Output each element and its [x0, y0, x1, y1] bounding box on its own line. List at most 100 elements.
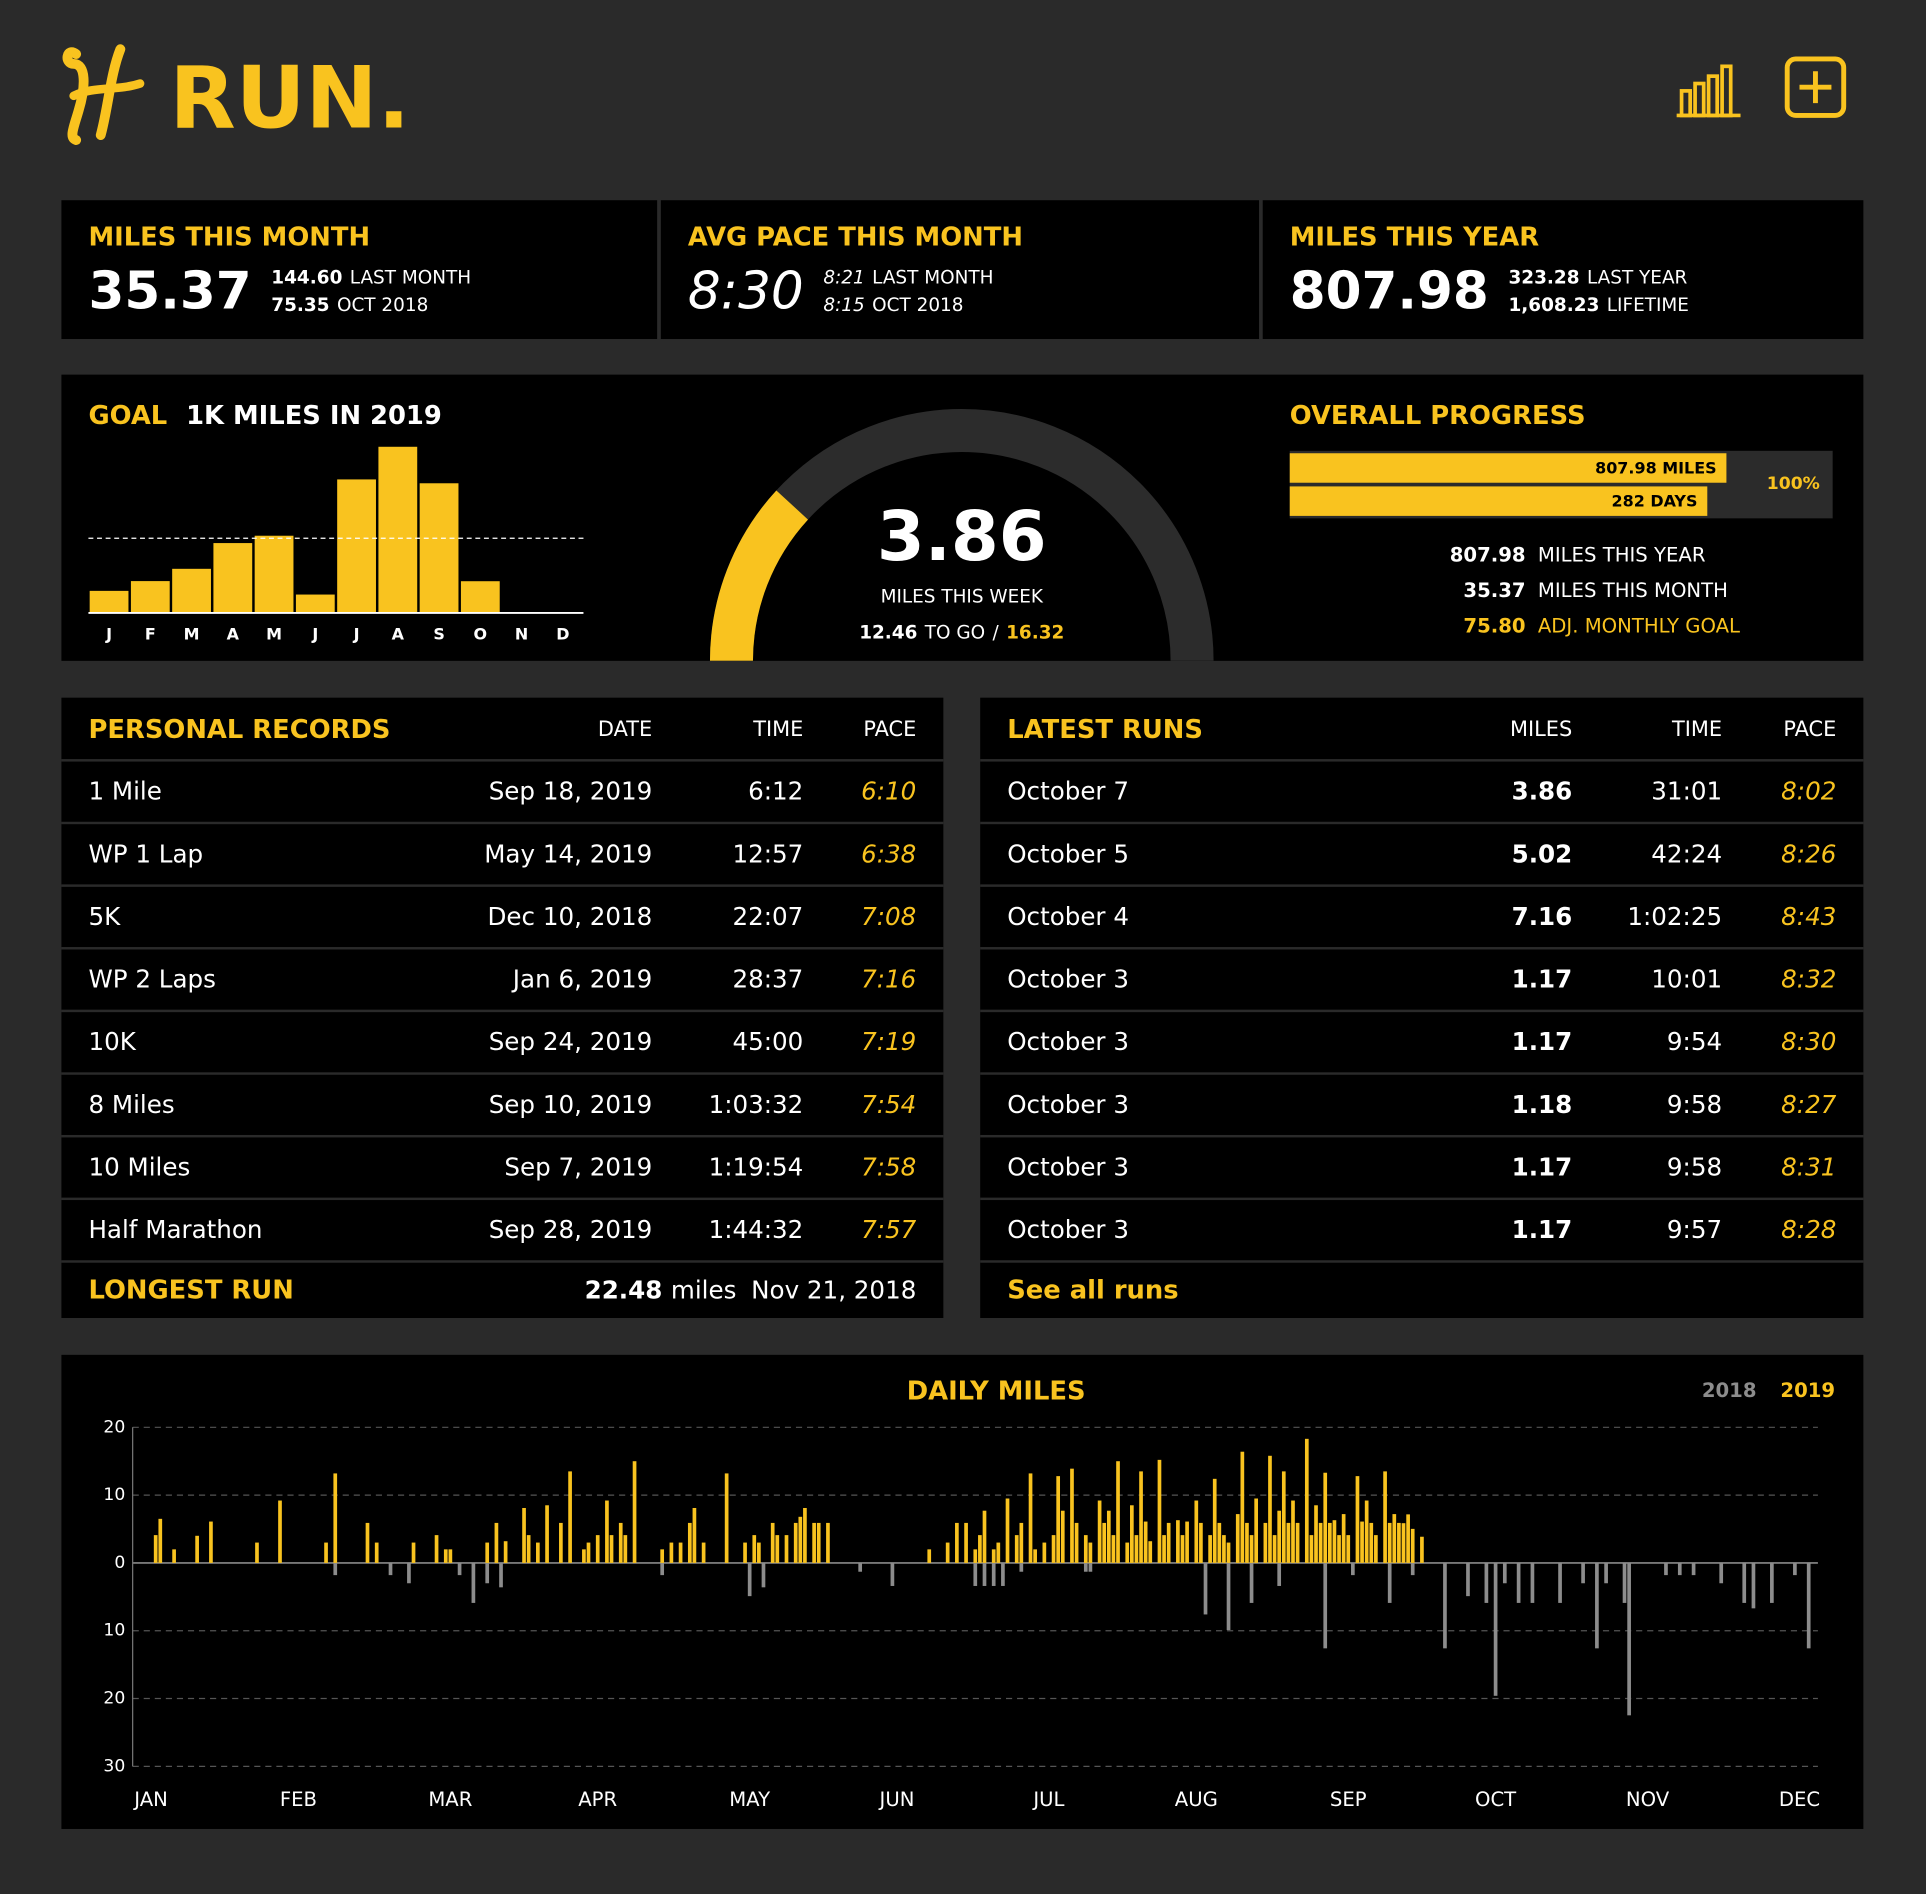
- stats-button[interactable]: [1676, 64, 1741, 118]
- daily-bar: [1516, 1562, 1521, 1603]
- daily-bar: [669, 1542, 674, 1563]
- month-label: O: [474, 624, 488, 643]
- row-cell: 6:12: [748, 776, 804, 806]
- week-miles: 3.86: [877, 497, 1047, 577]
- daily-bar: [964, 1522, 968, 1563]
- daily-bar: [1226, 1542, 1231, 1563]
- daily-bar: [1691, 1562, 1696, 1576]
- daily-bar: [333, 1562, 338, 1576]
- table-row: 10K Sep 24, 2019 45:00 7:19: [61, 1009, 944, 1073]
- row-cell: 8:28: [1781, 1214, 1837, 1245]
- summary-value: 75.80: [1463, 614, 1526, 638]
- daily-bar: [1083, 1535, 1088, 1563]
- stat-title: MILES THIS MONTH: [88, 222, 371, 252]
- daily-bar: [1295, 1522, 1300, 1563]
- y-tick-label: 20: [103, 1417, 125, 1437]
- daily-bar: [1604, 1562, 1608, 1584]
- row-cell: Sep 18, 2019: [488, 776, 653, 806]
- daily-bar: [784, 1535, 789, 1563]
- daily-bar: [955, 1522, 959, 1563]
- progress-end-label: 100%: [1767, 474, 1820, 494]
- daily-bar: [1664, 1562, 1668, 1576]
- row-label: 10 Miles: [88, 1152, 191, 1182]
- row-cell: 6:10: [861, 776, 917, 806]
- daily-bar: [1180, 1535, 1185, 1563]
- daily-bar: [595, 1535, 600, 1563]
- row-label: October 4: [1007, 901, 1129, 932]
- daily-bar: [701, 1542, 706, 1563]
- table-row: 10 Miles Sep 7, 2019 1:19:54 7:58: [61, 1134, 944, 1198]
- legend-entry: 2019: [1780, 1379, 1835, 1402]
- column-header: TIME: [753, 717, 804, 742]
- month-bar: [213, 543, 253, 613]
- row-cell: 8:32: [1781, 964, 1837, 994]
- daily-bar: [692, 1507, 697, 1563]
- row-cell: 7:57: [861, 1214, 917, 1245]
- daily-bar: [526, 1535, 531, 1563]
- table-row: October 5 5.02 42:24 8:26: [980, 821, 1864, 885]
- detail-label: OCT 2018: [872, 293, 964, 316]
- detail-value: 8:21: [823, 266, 865, 289]
- x-tick-label: NOV: [1626, 1788, 1670, 1811]
- add-run-button[interactable]: [1784, 56, 1847, 118]
- table-row: October 4 7.16 1:02:25 8:43: [980, 884, 1864, 947]
- daily-bar: [1719, 1562, 1724, 1584]
- row-cell: 3.86: [1511, 776, 1573, 806]
- footer-label: LONGEST RUN: [88, 1274, 294, 1305]
- longest-miles: 22.48: [584, 1274, 663, 1305]
- daily-bar: [153, 1535, 158, 1563]
- stat-title: AVG PACE THIS MONTH: [687, 222, 1023, 252]
- daily-bar: [743, 1542, 747, 1563]
- table-row: 8 Miles Sep 10, 2019 1:03:32 7:54: [61, 1072, 944, 1135]
- row-label: October 5: [1007, 838, 1129, 869]
- row-label: October 3: [1007, 964, 1129, 994]
- daily-bar: [1028, 1473, 1033, 1563]
- daily-bar: [1484, 1562, 1489, 1603]
- longest-unit: miles: [670, 1274, 737, 1305]
- daily-bar: [618, 1522, 623, 1563]
- daily-bar: [1420, 1536, 1424, 1563]
- daily-bar: [522, 1507, 526, 1563]
- daily-bar: [1111, 1535, 1116, 1563]
- y-tick-label: 20: [103, 1689, 125, 1709]
- x-tick-label: APR: [578, 1788, 617, 1811]
- row-cell: 31:01: [1651, 776, 1723, 806]
- daily-bar: [1364, 1500, 1369, 1563]
- detail-value: 323.28: [1508, 266, 1580, 289]
- x-tick-label: MAY: [729, 1788, 771, 1811]
- row-cell: 1.17: [1511, 964, 1573, 994]
- daily-bar: [632, 1461, 637, 1563]
- daily-bar: [1088, 1542, 1093, 1563]
- daily-bar: [1212, 1478, 1217, 1563]
- table-row: October 7 3.86 31:01 8:02: [980, 759, 1864, 822]
- y-tick-label: 30: [103, 1756, 125, 1776]
- column-header: MILES: [1509, 717, 1573, 742]
- daily-bar: [1443, 1562, 1447, 1649]
- daily-bar: [1166, 1522, 1171, 1563]
- daily-bar: [1083, 1562, 1088, 1572]
- daily-bar: [545, 1505, 549, 1563]
- row-label: October 3: [1007, 1026, 1129, 1057]
- daily-bar: [945, 1542, 950, 1563]
- daily-bar: [1369, 1522, 1374, 1563]
- daily-bar: [536, 1542, 540, 1563]
- daily-bar: [1314, 1505, 1318, 1563]
- y-tick-label: 0: [114, 1553, 125, 1573]
- daily-bar: [1143, 1521, 1148, 1563]
- stat-body: 35.37 144.60 LAST MONTH 75.35 OCT 2018: [88, 259, 471, 323]
- daily-bar: [982, 1562, 987, 1586]
- daily-bar: [1148, 1541, 1153, 1563]
- daily-bar: [1286, 1522, 1291, 1563]
- daily-bar: [407, 1562, 411, 1584]
- table-row: October 3 1.17 9:57 8:28: [980, 1197, 1864, 1261]
- daily-bar: [1309, 1535, 1314, 1563]
- daily-bar: [1627, 1562, 1631, 1716]
- daily-bar: [1097, 1500, 1102, 1563]
- row-label: WP 1 Lap: [88, 838, 204, 869]
- daily-bar: [1240, 1451, 1245, 1563]
- daily-bar: [1277, 1510, 1282, 1563]
- see-all-link[interactable]: See all runs: [1007, 1274, 1179, 1305]
- daily-bar: [1558, 1562, 1562, 1603]
- row-cell: 5.02: [1511, 838, 1573, 869]
- daily-bar: [826, 1522, 830, 1563]
